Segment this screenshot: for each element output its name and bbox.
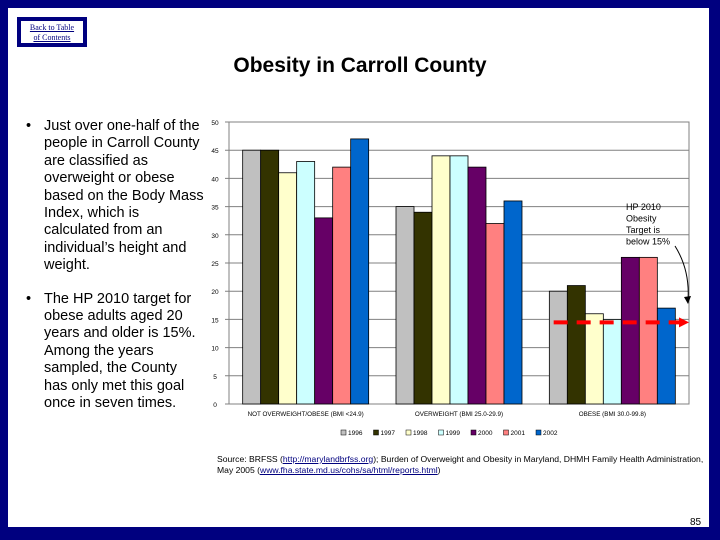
legend-label: 1998	[413, 430, 428, 437]
x-category-label: OBESE (BMI 30.0-99.8)	[579, 411, 646, 418]
source-middle: ); Burden of Overweight and Obesity in M…	[217, 454, 704, 475]
bar-1999	[449, 155, 469, 405]
annotation-text: Obesity	[626, 214, 657, 224]
bar-2002	[350, 138, 370, 405]
y-tick-label: 15	[211, 317, 219, 324]
legend-swatch-2001	[503, 429, 509, 436]
bullet-text: Just over one-half of the people in Carr…	[44, 118, 204, 274]
chart-legend: 1996 1997 1998 1999 2000 2001 2002	[340, 429, 558, 437]
y-tick-label: 0	[213, 402, 217, 409]
slide-title: Obesity in Carroll County	[233, 54, 487, 77]
bar-1996	[395, 206, 415, 405]
back-link-line2: of Contents	[33, 33, 71, 42]
annotation-arrow-head	[684, 296, 691, 304]
bar-1998	[584, 313, 604, 405]
target-line	[553, 317, 689, 328]
x-axis-labels: NOT OVERWEIGHT/OBESE (BMI <24.9) OVERWEIG…	[248, 411, 646, 418]
legend-swatch-1997	[373, 429, 379, 436]
bar-2001	[638, 256, 658, 405]
back-link-line1: Back to Table	[29, 23, 75, 32]
bar-1998	[431, 155, 451, 405]
annotation-arrow	[674, 245, 689, 301]
bar-1999	[296, 161, 316, 405]
y-tick-label: 20	[211, 289, 219, 296]
x-category-label: OVERWEIGHT (BMI 25.0-29.9)	[415, 411, 503, 418]
bar-1996	[242, 149, 262, 405]
bar-2000	[467, 166, 487, 405]
bar-2001	[332, 166, 352, 405]
bar-2001	[485, 223, 505, 405]
y-tick-label: 45	[211, 148, 219, 155]
bar-1997	[566, 285, 586, 405]
y-tick-label: 30	[211, 233, 219, 240]
bullet-glyph: •	[26, 118, 32, 134]
bar-1997	[260, 149, 280, 405]
legend-label: 2000	[478, 430, 493, 437]
bar-1996	[548, 290, 568, 405]
y-tick-label: 35	[211, 205, 219, 212]
source-suffix: )	[437, 465, 441, 475]
y-axis-ticks: 0 5 10 15 20 25 30 35 40 45 50	[211, 120, 219, 409]
target-arrow-head	[679, 317, 689, 328]
y-tick-label: 25	[211, 261, 219, 268]
fha-reports-link[interactable]: www.fha.state.md.us/cohs/sa/html/reports…	[260, 465, 438, 475]
legend-label: 2001	[511, 430, 526, 437]
bullet-item: • Just over one-half of the people in Ca…	[26, 118, 204, 275]
bullet-item: • The HP 2010 target for obese adults ag…	[26, 291, 204, 413]
legend-swatch-2002	[535, 429, 542, 436]
page-number: 85	[690, 517, 702, 528]
legend-label: 1999	[446, 430, 461, 437]
legend-swatch-1996	[340, 429, 347, 436]
bar-2000	[314, 217, 334, 405]
y-tick-label: 50	[211, 120, 219, 127]
bar-1997	[413, 211, 433, 405]
bar-2002	[656, 307, 676, 405]
legend-swatch-2000	[470, 429, 477, 436]
bar-2002	[503, 200, 523, 405]
back-to-contents-link[interactable]: Back to Table of Contents	[17, 17, 87, 47]
x-category-label: NOT OVERWEIGHT/OBESE (BMI <24.9)	[248, 411, 364, 418]
bullet-text: The HP 2010 target for obese adults aged…	[44, 290, 196, 412]
bullet-list: • Just over one-half of the people in Ca…	[26, 118, 204, 429]
bar-2000	[620, 256, 640, 405]
y-tick-label: 40	[211, 176, 219, 183]
bar-1999	[602, 318, 622, 405]
y-tick-label: 10	[211, 346, 219, 353]
bar-1998	[278, 172, 298, 405]
annotation-text: below 15%	[626, 237, 670, 247]
legend-label: 1996	[348, 430, 363, 437]
legend-swatch-1999	[438, 429, 444, 436]
source-prefix: Source: BRFSS (	[217, 454, 283, 464]
legend-label: 2002	[543, 430, 558, 437]
legend-label: 1997	[381, 430, 396, 437]
bullet-glyph: •	[26, 290, 32, 307]
chart-bars	[242, 138, 676, 405]
brfss-link[interactable]: http://marylandbrfss.org	[282, 454, 374, 464]
annotation-text: HP 2010	[626, 202, 661, 212]
y-tick-label: 5	[213, 374, 217, 381]
annotation-text: Target is	[626, 225, 661, 235]
source-citation: Source: BRFSS (http://marylandbrfss.org)…	[217, 454, 707, 476]
legend-swatch-1998	[405, 429, 412, 436]
